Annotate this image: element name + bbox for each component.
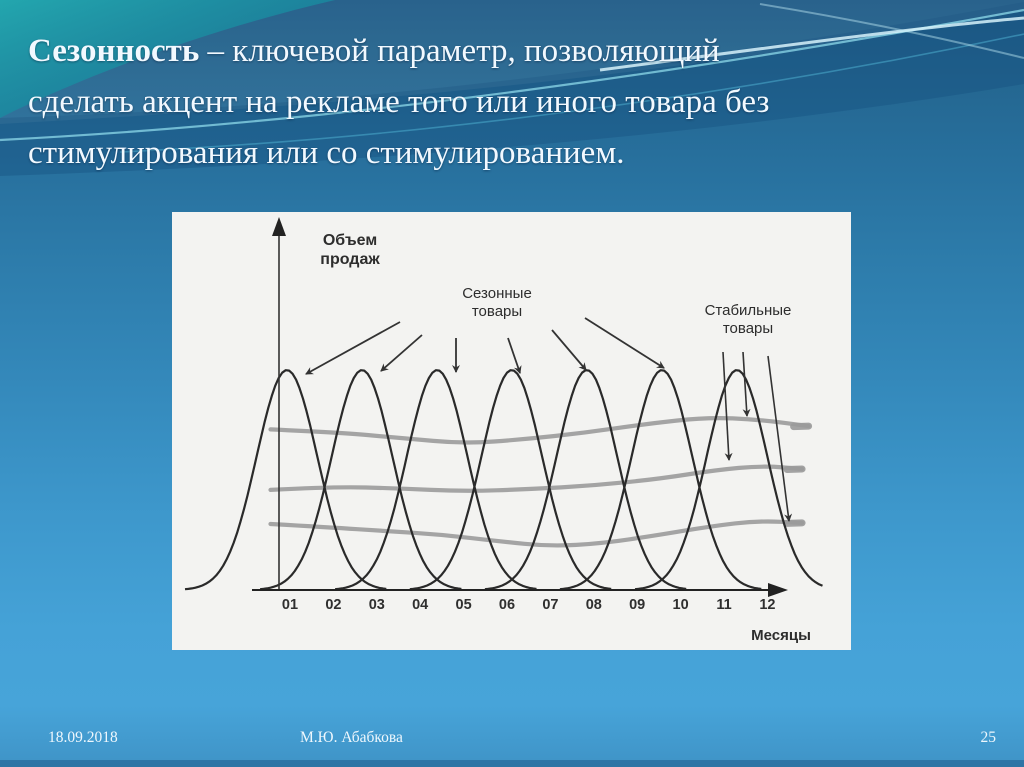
month-tick-label: 04 <box>412 597 429 613</box>
y-axis-arrowhead-icon <box>272 217 286 236</box>
stable-goods-arrow <box>722 351 733 461</box>
month-tick-label: 12 <box>759 597 776 613</box>
bell-curve <box>409 369 612 591</box>
stable-line-end-stub <box>783 519 806 527</box>
title-line-1: Сезонность – ключевой параметр, позволяю… <box>28 26 988 77</box>
page-number: 25 <box>980 729 997 746</box>
x-axis-arrowhead-icon <box>768 583 788 597</box>
y-axis-label-line-1: Объем <box>322 232 378 249</box>
month-tick-label: 08 <box>585 597 602 613</box>
x-axis-label: Месяцы <box>751 627 811 644</box>
seasonal-goods-label-line-2: товары <box>471 303 523 320</box>
bell-curve <box>634 369 823 591</box>
seasonal-goods-arrow <box>551 329 587 371</box>
footer-author: М.Ю. Абабкова <box>300 729 403 746</box>
seasonal-goods-arrow <box>507 337 522 374</box>
annotation-arrows <box>305 317 793 522</box>
sales-seasonality-chart <box>184 217 823 597</box>
seasonal-goods-arrow <box>380 334 423 372</box>
seasonal-goods-label-line-1: Сезонные <box>462 285 532 302</box>
title-line-1-rest: – ключевой параметр, позволяющий <box>199 33 720 69</box>
chart-panel: Объем продаж Сезонные товары Стабильные … <box>172 212 851 650</box>
title-keyword: Сезонность <box>28 33 200 69</box>
stable-goods-arrow <box>742 351 751 417</box>
month-tick-label: 10 <box>672 597 689 613</box>
stable-line <box>268 416 811 445</box>
month-tick-label: 03 <box>368 597 385 613</box>
bell-curve <box>184 369 387 591</box>
slide-title: Сезонность – ключевой параметр, позволяю… <box>28 26 988 179</box>
y-axis-label-line-2: продаж <box>320 251 380 268</box>
bell-curve <box>335 369 537 591</box>
month-tick-label: 09 <box>629 597 646 613</box>
seasonal-goods-arrow <box>584 317 665 369</box>
stable-goods-label-line-2: товары <box>722 320 774 337</box>
bell-curve <box>559 369 762 591</box>
stable-line <box>268 519 805 548</box>
y-axis-label: Объем продаж <box>310 231 390 269</box>
month-tick-label: 01 <box>281 597 299 613</box>
stable-goods-lines <box>268 416 813 548</box>
stable-line-end-stub <box>783 465 806 473</box>
month-tick-label: 05 <box>455 597 472 613</box>
slide-footer: 18.09.2018 М.Ю. Абабкова 25 <box>0 729 1024 755</box>
stable-goods-label-line-1: Стабильные <box>704 302 792 319</box>
title-line-3: стимулирования или со стимулированием. <box>28 135 625 171</box>
seasonal-goods-label: Сезонные товары <box>427 285 567 321</box>
footer-date: 18.09.2018 <box>48 729 118 746</box>
seasonal-goods-curves <box>184 369 823 591</box>
stable-line <box>268 464 805 493</box>
month-tick-label: 02 <box>325 597 342 613</box>
month-tick-label: 07 <box>542 597 559 613</box>
title-line-2: сделать акцент на рекламе того или иного… <box>28 84 770 120</box>
stable-goods-label: Стабильные товары <box>678 302 818 338</box>
chart-axes <box>252 217 788 597</box>
bottom-edge-strip <box>0 760 1024 767</box>
month-tick-label: 11 <box>716 597 732 613</box>
seasonal-goods-arrow <box>305 321 401 375</box>
stable-line-end-stub <box>790 422 813 431</box>
bell-curve <box>260 369 462 591</box>
month-tick-label: 06 <box>498 597 516 613</box>
stable-goods-arrow <box>767 355 793 522</box>
